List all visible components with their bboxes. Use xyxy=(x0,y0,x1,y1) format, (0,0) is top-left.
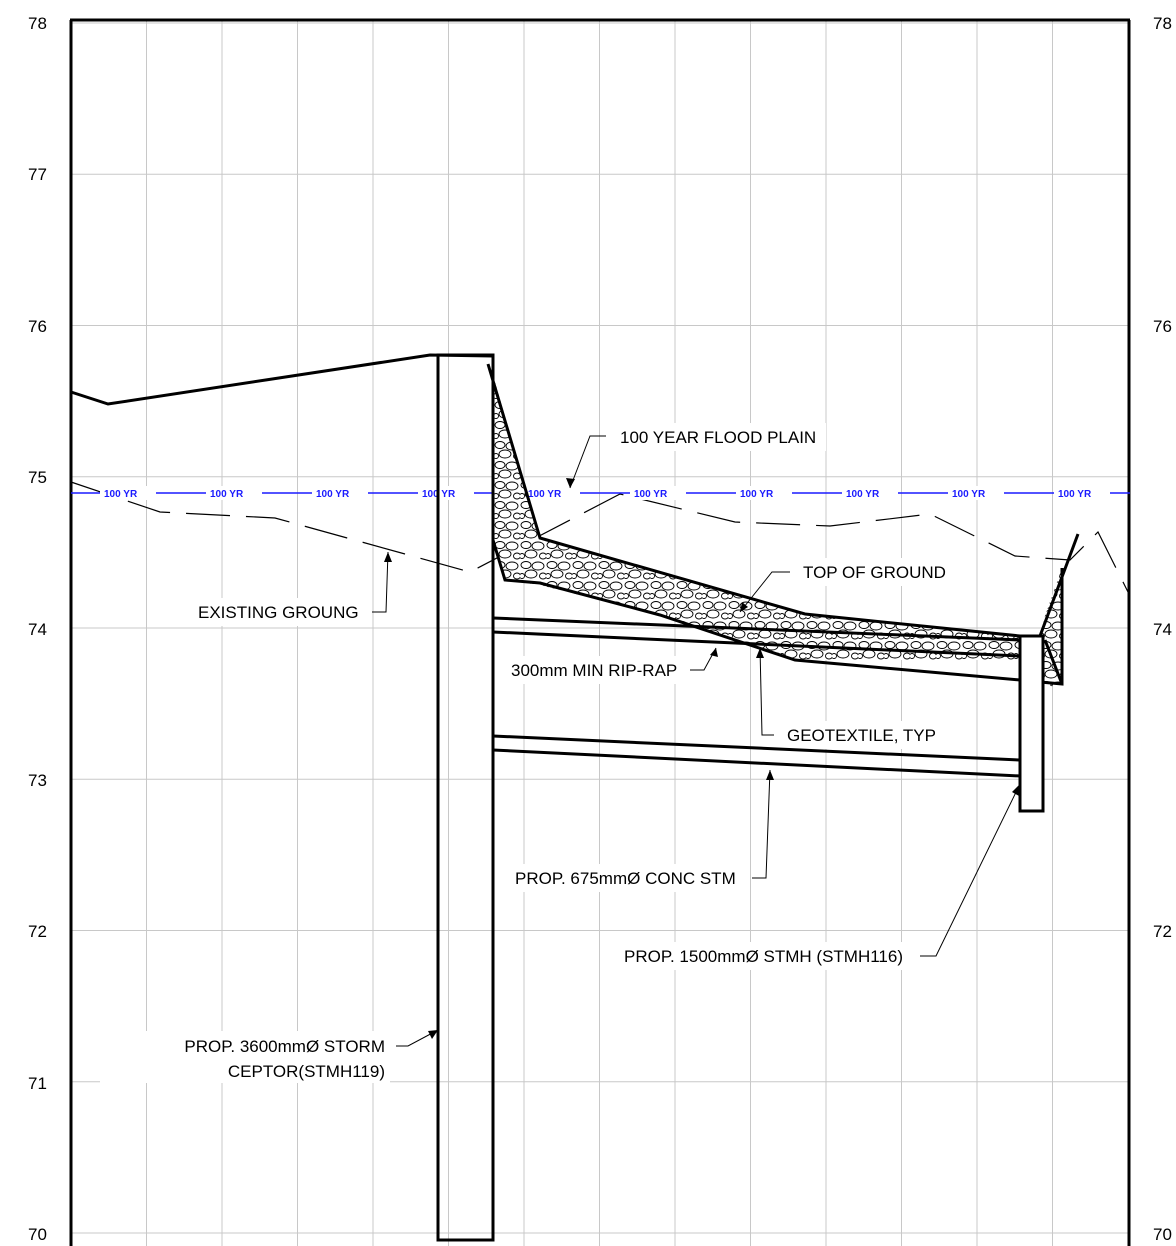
flood-tag: 100 YR xyxy=(952,489,986,500)
elev-label: 71 xyxy=(28,1074,47,1093)
riprap-label: 300mm MIN RIP-RAP xyxy=(511,661,677,680)
elev-label: 73 xyxy=(28,771,47,790)
label-masks xyxy=(100,423,958,1083)
elev-label: 70 xyxy=(28,1225,47,1244)
elev-label: 74 xyxy=(1153,620,1172,639)
elev-label: 72 xyxy=(28,922,47,941)
flood-tag: 100 YR xyxy=(846,489,880,500)
ceptor-label-line1: PROP. 3600mmØ STORM xyxy=(184,1037,385,1056)
upper-pipe xyxy=(492,616,1021,658)
top-of-ground-label: TOP OF GROUND xyxy=(803,563,946,582)
flood-tag: 100 YR xyxy=(740,489,774,500)
elev-label: 74 xyxy=(28,620,47,639)
geotextile-label: GEOTEXTILE, TYP xyxy=(787,726,936,745)
storm-ceptor-manhole xyxy=(436,353,495,1242)
conc-stm-label: PROP. 675mmØ CONC STM xyxy=(515,869,736,888)
existing-grade-left xyxy=(70,353,494,406)
elev-label: 72 xyxy=(1153,922,1172,941)
elevation-labels-right: 78 76 74 72 70 xyxy=(1153,14,1172,1244)
annotations: 100 YEAR FLOOD PLAIN EXISTING GROUNG TOP… xyxy=(184,428,946,1081)
flood-tag: 100 YR xyxy=(634,489,668,500)
plot-frame xyxy=(69,18,1131,1246)
elev-label: 76 xyxy=(1153,317,1172,336)
ceptor-label-line2: CEPTOR(STMH119) xyxy=(228,1062,385,1081)
flood-tag: 100 YR xyxy=(528,489,562,500)
conc-stm-pipe xyxy=(492,734,1021,778)
top-of-ground-line xyxy=(486,363,1021,638)
elev-label: 75 xyxy=(28,468,47,487)
existing-ground-label: EXISTING GROUNG xyxy=(198,603,359,622)
stmh-label: PROP. 1500mmØ STMH (STMH116) xyxy=(624,947,903,966)
elev-label: 77 xyxy=(28,165,47,184)
leader-lines xyxy=(372,435,1021,1047)
elev-label: 78 xyxy=(1153,14,1172,33)
flood-tag: 100 YR xyxy=(104,489,138,500)
elev-label: 76 xyxy=(28,317,47,336)
flood-tag: 100 YR xyxy=(316,489,350,500)
elevation-labels-left: 78 77 76 75 74 73 72 71 70 xyxy=(28,14,47,1244)
existing-ground-line xyxy=(70,481,1131,597)
stmh116-manhole xyxy=(1018,634,1045,813)
riprap-right-end xyxy=(1038,533,1080,686)
elev-label: 70 xyxy=(1153,1225,1172,1244)
elev-label: 78 xyxy=(28,14,47,33)
riprap-bottom-line xyxy=(491,539,1021,682)
flood-tag: 100 YR xyxy=(1058,489,1092,500)
flood-tag: 100 YR xyxy=(210,489,244,500)
leader-arrows xyxy=(384,478,1020,1039)
flood-plain-label: 100 YEAR FLOOD PLAIN xyxy=(620,428,816,447)
